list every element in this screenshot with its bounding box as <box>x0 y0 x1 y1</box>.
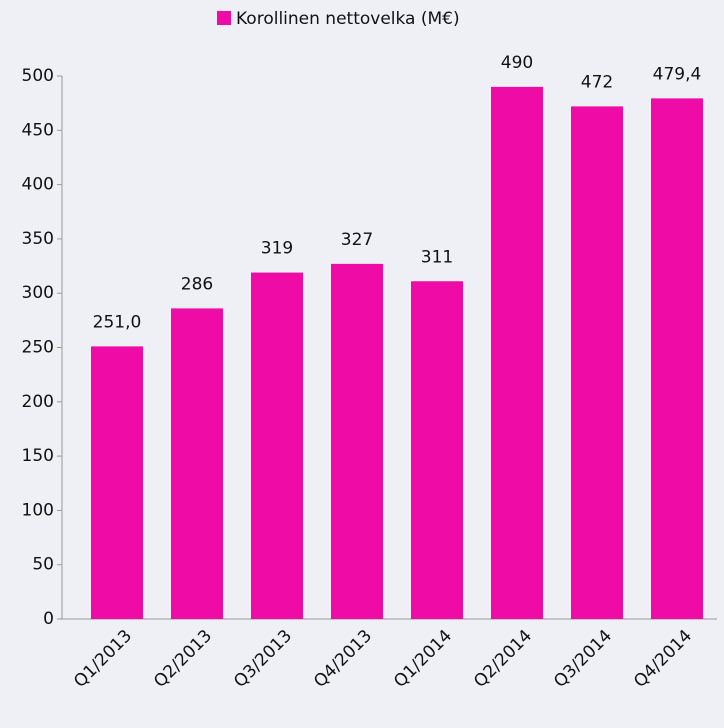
legend-swatch <box>217 11 231 25</box>
value-label: 286 <box>181 274 213 294</box>
bar <box>171 308 223 619</box>
value-label: 327 <box>341 230 373 250</box>
bar <box>651 98 703 620</box>
value-label: 319 <box>261 239 293 259</box>
y-tick-label: 50 <box>32 555 54 575</box>
bar <box>331 263 383 619</box>
y-tick-label: 100 <box>22 500 54 520</box>
bar <box>251 272 303 619</box>
value-label: 479,4 <box>653 64 702 84</box>
value-label: 472 <box>581 72 613 92</box>
bar <box>411 281 463 619</box>
legend-label: Korollinen nettovelka (M€) <box>236 9 460 29</box>
bar <box>91 346 143 619</box>
y-tick-label: 300 <box>22 283 54 303</box>
y-tick-label: 0 <box>43 609 54 629</box>
value-label: 490 <box>501 53 533 73</box>
y-tick-label: 250 <box>22 338 54 358</box>
y-tick-label: 500 <box>22 66 54 86</box>
value-label: 251,0 <box>93 312 142 332</box>
y-tick-label: 150 <box>22 446 54 466</box>
bar <box>491 86 543 620</box>
bar <box>571 106 623 619</box>
y-tick-label: 200 <box>22 392 54 412</box>
value-label: 311 <box>421 247 453 267</box>
y-tick-label: 400 <box>22 175 54 195</box>
y-tick-label: 350 <box>22 229 54 249</box>
y-tick-label: 450 <box>22 120 54 140</box>
